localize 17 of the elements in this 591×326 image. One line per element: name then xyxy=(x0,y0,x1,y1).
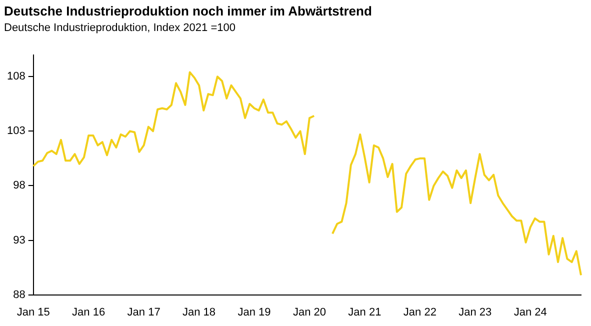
y-tick-label: 103 xyxy=(6,125,26,138)
chart-subtitle: Deutsche Industrieproduktion, Index 2021 =100 xyxy=(4,22,236,34)
x-tick-label: Jan 23 xyxy=(458,306,492,318)
y-tick-label: 108 xyxy=(6,70,26,83)
x-tick-label: Jan 19 xyxy=(238,306,271,318)
y-tick-label: 93 xyxy=(13,234,26,246)
y-tick-label: 98 xyxy=(13,180,26,192)
x-tick-label: Jan 21 xyxy=(348,306,382,318)
x-tick-label: Jan 22 xyxy=(403,306,436,318)
x-tick-label: Jan 24 xyxy=(514,306,547,318)
x-tick-label: Jan 20 xyxy=(292,306,326,318)
x-tick-label: Jan 17 xyxy=(127,306,160,318)
y-tick-label: 88 xyxy=(13,288,26,301)
x-tick-label: Jan 15 xyxy=(16,306,50,318)
chart-title: Deutsche Industrieproduktion noch immer im Abwärtstrend xyxy=(4,3,372,18)
x-tick-label: Jan 18 xyxy=(182,306,216,318)
x-tick-label: Jan 16 xyxy=(72,306,106,318)
